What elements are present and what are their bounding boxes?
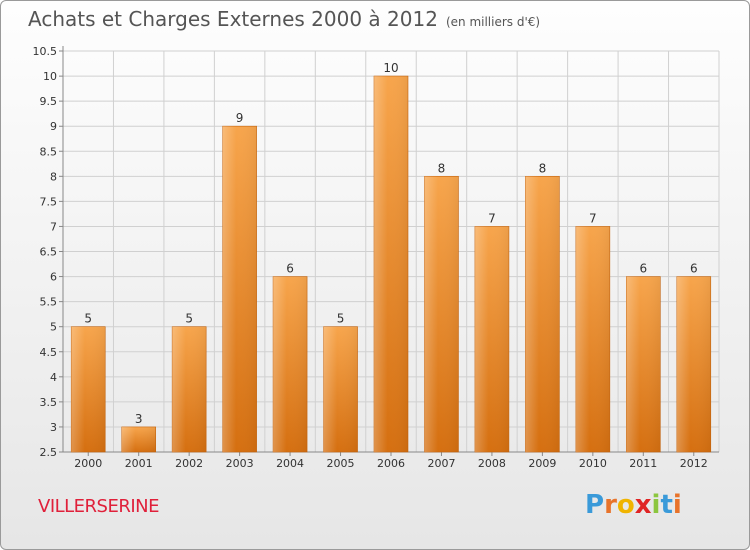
y-tick-label: 7.5 <box>40 195 58 208</box>
bars <box>70 75 712 453</box>
y-tick-label: 3 <box>50 421 57 434</box>
data-label: 7 <box>589 211 597 225</box>
data-label: 6 <box>690 262 698 276</box>
data-label: 6 <box>286 262 294 276</box>
bar-highlight <box>424 176 459 452</box>
x-tick-label: 2003 <box>226 457 254 470</box>
data-label: 9 <box>236 111 244 125</box>
chart-title-text: Achats et Charges Externes 2000 à 2012 <box>28 7 438 31</box>
bar-highlight <box>676 276 711 452</box>
chart-title: Achats et Charges Externes 2000 à 2012 (e… <box>28 7 540 31</box>
data-label: 5 <box>337 312 345 326</box>
y-tick-label: 4.5 <box>40 346 58 359</box>
x-tick-label: 2010 <box>579 457 607 470</box>
y-tick-label: 8.5 <box>40 145 58 158</box>
bar-highlight <box>323 326 358 452</box>
y-tick-label: 9 <box>50 120 57 133</box>
bar-highlight <box>71 326 106 452</box>
x-tick-label: 2002 <box>175 457 203 470</box>
bar-highlight <box>626 276 661 452</box>
logo-letter: o <box>616 490 635 520</box>
y-tick-label: 10 <box>43 70 57 83</box>
x-tick-label: 2011 <box>629 457 657 470</box>
logo-letter: t <box>660 490 673 520</box>
bar-highlight <box>222 126 257 452</box>
bar-highlight <box>172 326 207 452</box>
y-tick-label: 8 <box>50 170 57 183</box>
bar-highlight <box>474 226 509 452</box>
y-tick-label: 7 <box>50 220 57 233</box>
labels: 2.5 3 3.5 4 4.5 5 5.5 6 6.5 7 7.5 8 8.5 9 9.5 10 10.5 200… <box>33 45 708 470</box>
logo-letter: r <box>604 490 617 520</box>
x-tick-label: 2001 <box>125 457 153 470</box>
data-label: 8 <box>539 161 547 175</box>
x-tick-label: 2000 <box>74 457 102 470</box>
bar-highlight <box>273 276 308 452</box>
x-tick-label: 2006 <box>377 457 405 470</box>
y-tick-label: 4 <box>50 371 57 384</box>
y-tick-label: 5.5 <box>40 296 58 309</box>
y-tick-label: 9.5 <box>40 95 58 108</box>
logo-letter: P <box>585 490 605 520</box>
data-label: 6 <box>639 262 647 276</box>
y-tick-label: 6.5 <box>40 246 58 259</box>
data-label: 5 <box>84 312 92 326</box>
x-tick-label: 2012 <box>680 457 708 470</box>
bar-highlight <box>575 226 610 452</box>
x-tick-label: 2005 <box>327 457 355 470</box>
data-label: 10 <box>383 61 398 75</box>
data-label: 3 <box>135 412 143 426</box>
logo-letter: i <box>672 490 682 520</box>
x-tick-label: 2009 <box>528 457 556 470</box>
data-label: 5 <box>185 312 193 326</box>
y-tick-label: 6 <box>50 271 57 284</box>
data-label: 7 <box>488 211 496 225</box>
y-tick-label: 5 <box>50 321 57 334</box>
data-label: 8 <box>438 161 446 175</box>
chart-subtitle: (en milliers d'€) <box>445 15 541 29</box>
bar-highlight <box>525 176 560 452</box>
bar-highlight <box>121 426 156 452</box>
x-tick-label: 2007 <box>427 457 455 470</box>
x-tick-label: 2008 <box>478 457 506 470</box>
logo-letter: x <box>634 490 652 520</box>
y-tick-label: 3.5 <box>40 396 58 409</box>
y-tick-label: 10.5 <box>33 45 58 58</box>
place-name: VILLERSERINE <box>38 496 160 517</box>
proxiti-logo: Proxiti <box>585 490 682 520</box>
bar-highlight <box>374 76 408 452</box>
logo-letter: i <box>651 490 661 520</box>
x-tick-label: 2004 <box>276 457 304 470</box>
y-tick-label: 2.5 <box>40 446 58 459</box>
